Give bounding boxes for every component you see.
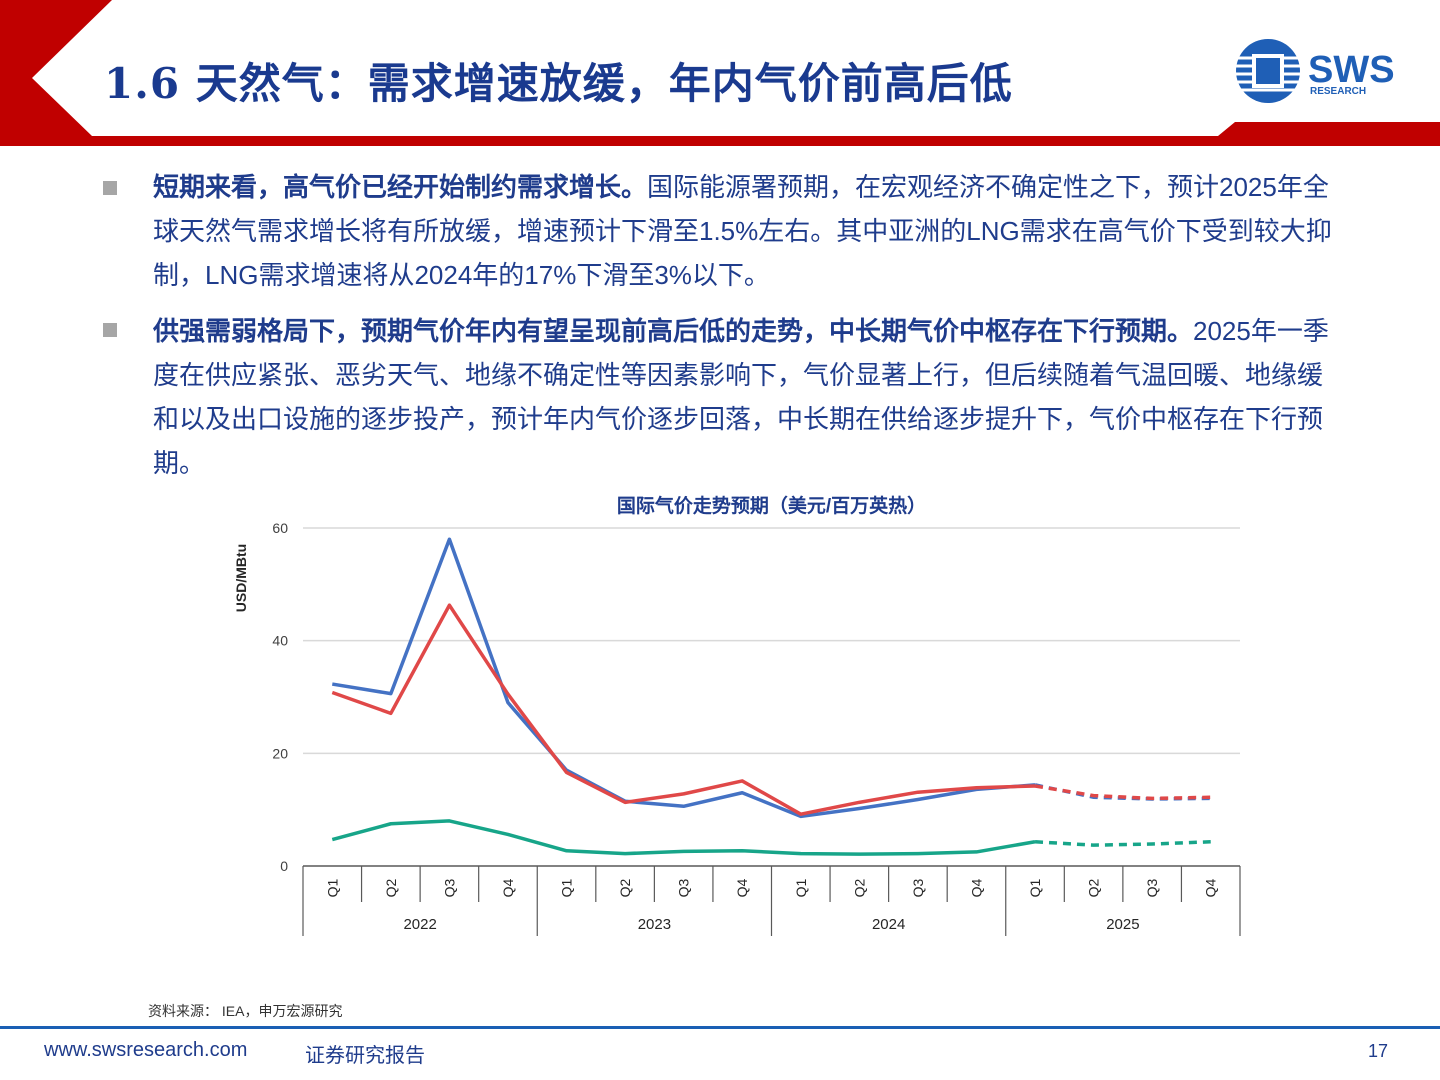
- bullet-2-text: 2025年一季度在供应紧张、恶劣天气、地缘不确定性等因素影响下，气价显著上行，但…: [153, 316, 1329, 478]
- x-year-label: 2024: [872, 916, 905, 933]
- gas-price-chart: 国际气价走势预期（美元/百万英热） 0 20 40 60 USD/MBtu Q1 Q2 Q3 Q4…: [233, 494, 1241, 936]
- bullet-2-bold: 供强需弱格局下，预期气价年内有望呈现前高后低的走势，中长期气价中枢存在下行预期。: [153, 316, 1194, 346]
- series-forecast-platts-jkm: [1034, 784, 1211, 801]
- source-note: 资料来源： IEA，申万宏源研究: [148, 1003, 343, 1019]
- series-line-platts-jkm: [331, 603, 1036, 816]
- page-title: 1.6 天然气：需求增速放缓，年内气价前高后低: [104, 59, 1013, 108]
- x-tick-label: Q1: [559, 878, 575, 897]
- logo-text: SWS: [1308, 49, 1395, 91]
- bullet-paragraph-1: 短期来看，高气价已经开始制约需求增长。国际能源署预期，在宏观经济不确定性之下，预…: [153, 165, 1333, 297]
- footer-divider: [0, 1026, 1440, 1029]
- y-tick-label: 40: [272, 633, 288, 649]
- x-year-label: 2025: [1106, 916, 1139, 933]
- logo-subtext: RESEARCH: [1310, 86, 1366, 97]
- header-banner: [0, 0, 1440, 146]
- x-tick-label: Q2: [851, 878, 867, 897]
- x-tick-label: Q4: [1203, 878, 1219, 897]
- series-forecast-henry-hub: [1034, 840, 1211, 847]
- series-line-ttf: [331, 537, 1036, 819]
- x-tick-label: Q1: [793, 878, 809, 897]
- bullet-1-text: 国际能源署预期，在宏观经济不确定性之下，预计2025年全球天然气需求增长将有所放…: [153, 172, 1332, 290]
- x-tick-label: Q4: [500, 878, 516, 897]
- y-tick-label: 60: [272, 520, 288, 536]
- footer-label: 证券研究报告: [305, 1045, 425, 1067]
- y-tick-label: 20: [272, 745, 288, 761]
- page-number: 17: [1368, 1041, 1389, 1061]
- x-tick-label: Q4: [968, 878, 984, 897]
- y-tick-label: 0: [280, 858, 288, 874]
- x-tick-label: Q3: [1144, 878, 1160, 897]
- x-tick-label: Q3: [910, 878, 926, 897]
- bullet-marker-1: [103, 181, 117, 195]
- series-line-henry-hub: [331, 819, 1036, 856]
- bullet-1-bold: 短期来看，高气价已经开始制约需求增长。: [153, 172, 648, 202]
- x-tick-label: Q3: [676, 878, 692, 897]
- chart-title: 国际气价走势预期（美元/百万英热）: [617, 494, 926, 517]
- x-tick-label: Q1: [324, 878, 340, 897]
- bullet-marker-2: [103, 323, 117, 337]
- x-tick-label: Q1: [1027, 878, 1043, 897]
- x-tick-label: Q2: [617, 878, 633, 897]
- x-tick-label: Q2: [1086, 878, 1102, 897]
- x-tick-label: Q3: [441, 878, 457, 897]
- header-red-band: [0, 0, 1440, 146]
- x-tick-label: Q4: [734, 878, 750, 897]
- x-tick-label: Q2: [383, 878, 399, 897]
- bullet-paragraph-2: 供强需弱格局下，预期气价年内有望呈现前高后低的走势，中长期气价中枢存在下行预期。…: [153, 309, 1333, 485]
- sws-logo: SWS RESEARCH: [1236, 39, 1395, 103]
- y-axis-label: USD/MBtu: [233, 544, 249, 612]
- x-year-label: 2023: [638, 916, 671, 933]
- footer-website-link[interactable]: www.swsresearch.com: [44, 1039, 248, 1061]
- x-year-label: 2022: [403, 916, 436, 933]
